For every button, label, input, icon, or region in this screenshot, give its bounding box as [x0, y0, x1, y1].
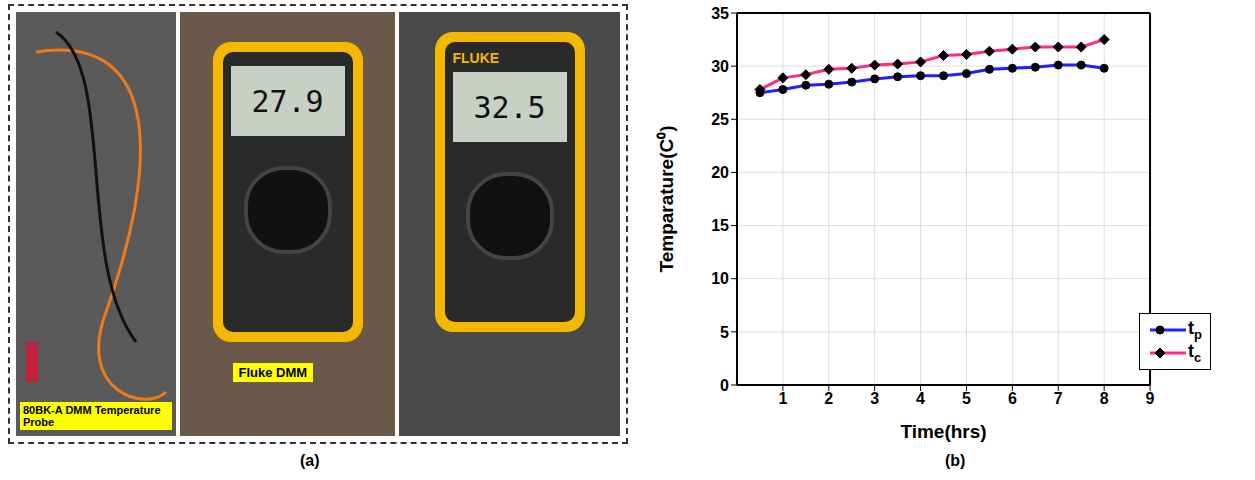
svg-text:0: 0	[720, 377, 729, 394]
html-text:32.5: 32.5	[473, 89, 546, 125]
svg-text:35: 35	[711, 5, 729, 22]
html-text:Fluke DMM: Fluke DMM	[238, 365, 308, 380]
html-text:FLUKE: FLUKE	[452, 50, 500, 66]
svg-text:7: 7	[1054, 390, 1063, 407]
svg-text:6: 6	[1008, 390, 1017, 407]
svg-text:5: 5	[962, 390, 971, 407]
svg-text:15: 15	[711, 217, 729, 234]
svg-text:4: 4	[916, 390, 925, 407]
svg-text:30: 30	[711, 58, 729, 75]
svg-text:20: 20	[711, 164, 729, 181]
svg-text:Time(hrs): Time(hrs)	[900, 421, 986, 442]
svg-text:10: 10	[711, 270, 729, 287]
svg-text:Temparature(C⁰): Temparature(C⁰)	[656, 125, 677, 272]
html-text:27.9: 27.9	[251, 83, 324, 119]
html-text:80BK-A DMM Temperature Probe: 80BK-A DMM Temperature Probe	[23, 404, 161, 428]
svg-text:9: 9	[1146, 390, 1155, 407]
html-text:(a): (a)	[300, 452, 320, 469]
svg-text:8: 8	[1100, 390, 1109, 407]
html-text:tp: tp	[1188, 317, 1202, 342]
svg-text:2: 2	[824, 390, 833, 407]
html-text:(b): (b)	[945, 452, 966, 469]
html-text:tc: tc	[1188, 341, 1202, 365]
svg-text:5: 5	[720, 324, 729, 341]
svg-text:3: 3	[870, 390, 879, 407]
svg-text:25: 25	[711, 111, 729, 128]
svg-text:1: 1	[778, 390, 787, 407]
